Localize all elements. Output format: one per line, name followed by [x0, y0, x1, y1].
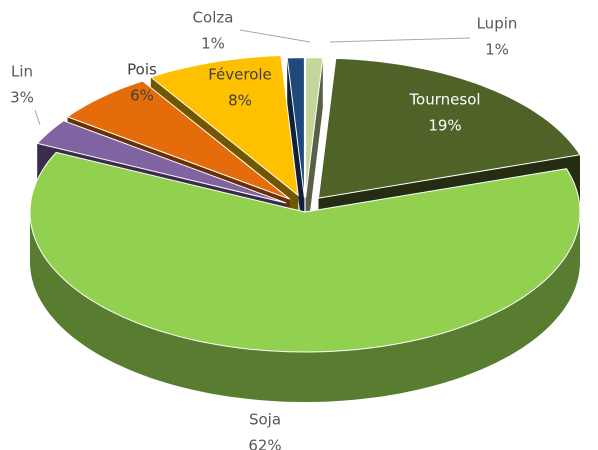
slice-top: [305, 57, 324, 198]
data-label: 1%: [485, 41, 509, 59]
slice-top: [36, 120, 287, 204]
slice-top: [286, 57, 305, 198]
leader-line: [239, 29, 311, 43]
slice-wall: [287, 57, 305, 248]
slice-side: [30, 212, 580, 402]
slice: [286, 57, 305, 248]
category-label: Tournesol: [408, 91, 480, 109]
data-label: 3%: [10, 89, 34, 107]
slice: [305, 57, 324, 248]
slice: [29, 151, 581, 402]
leader-line: [329, 37, 471, 43]
slice-top: [149, 54, 299, 197]
data-label: 62%: [248, 437, 281, 450]
category-label: Pois: [127, 61, 157, 79]
category-label: Soja: [249, 411, 281, 429]
data-label: 1%: [201, 35, 225, 53]
data-label: 8%: [228, 92, 252, 110]
data-label: 6%: [130, 87, 154, 105]
slice-top: [66, 80, 291, 200]
slice-wall: [305, 57, 323, 248]
category-label: Lin: [11, 63, 33, 81]
category-label: Colza: [193, 9, 234, 27]
category-label: Féverole: [208, 66, 272, 84]
slice-top: [29, 151, 581, 353]
leader-line: [34, 109, 41, 126]
data-label: 19%: [428, 117, 461, 135]
category-label: Lupin: [477, 15, 518, 33]
slice-top: [317, 57, 581, 199]
